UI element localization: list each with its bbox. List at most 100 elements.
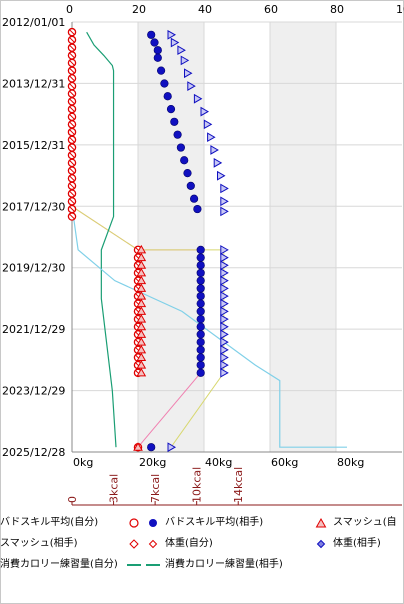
- data-point-triangle-right: [220, 206, 229, 217]
- shaded-band: [270, 22, 336, 452]
- data-point-triangle-right: [207, 132, 216, 143]
- x-tick-label: 0kg: [73, 456, 93, 469]
- data-point-circle: [157, 66, 166, 75]
- data-point-cross-stroke: [69, 182, 75, 189]
- data-point-triangle-right: [220, 283, 229, 294]
- data-point-circle: [153, 46, 162, 55]
- legend-label: 消費カロリー練習量(相手): [165, 559, 283, 570]
- kcal-tick-label: 0: [66, 496, 79, 503]
- data-point-circle: [170, 117, 179, 126]
- y-tick-label: 2015/12/31: [2, 139, 65, 152]
- data-point-triangle-right: [220, 329, 229, 340]
- data-point-triangle-right: [220, 306, 229, 317]
- data-point-circle: [186, 181, 195, 190]
- data-point-circle: [196, 261, 205, 270]
- data-point-triangle-right: [220, 196, 229, 207]
- data-point-circle: [150, 38, 159, 47]
- triangle-marker-icon: [315, 517, 327, 528]
- data-point-cross-stroke: [69, 129, 75, 136]
- x-tick-label: 40kg: [205, 456, 232, 469]
- data-point-circle: [196, 307, 205, 316]
- legend-item-smash-self: スマッシュ(自: [313, 514, 397, 532]
- data-point-triangle: [136, 367, 147, 377]
- data-point-circle: [196, 353, 205, 362]
- data-point-circle: [196, 322, 205, 331]
- x-tick-label: 60kg: [271, 456, 298, 469]
- data-point-triangle-right: [220, 298, 229, 309]
- y-tick-label: 2023/12/29: [2, 385, 65, 398]
- data-point-circle: [196, 253, 205, 262]
- x-top-tick-label: 40: [198, 3, 212, 16]
- data-point-triangle-right: [220, 367, 229, 378]
- data-point-circle: [196, 299, 205, 308]
- y-tick-label: 2012/01/01: [2, 16, 65, 29]
- data-point-triangle-right: [187, 81, 196, 91]
- data-point-triangle-right: [220, 291, 229, 301]
- data-point-cross-stroke: [69, 67, 75, 74]
- legend-row-1: バドスキル平均(自分) バドスキル平均(相手) スマッシュ(自: [0, 514, 404, 532]
- data-point-circle: [196, 368, 205, 377]
- data-point-triangle-right: [167, 442, 177, 453]
- data-point-triangle-right: [220, 183, 229, 194]
- data-point-triangle-right: [220, 268, 229, 278]
- diamond-marker-icon: [148, 539, 158, 549]
- data-point-cross-stroke: [69, 113, 75, 120]
- data-point-triangle-right: [213, 158, 223, 168]
- data-point-circle: [196, 330, 205, 339]
- data-point-triangle-right: [217, 170, 226, 181]
- legend-row-3: 消費カロリー練習量(自分) 消費カロリー練習量(相手): [0, 556, 404, 574]
- data-point-circle: [163, 92, 172, 101]
- data-point-cross-stroke: [69, 190, 75, 197]
- data-point-circle: [196, 338, 205, 347]
- x-top-tick-label: 10: [396, 3, 404, 16]
- y-tick-label: 2025/12/28: [2, 446, 65, 459]
- data-point-triangle-right: [200, 106, 210, 117]
- legend-symbol-circle: [129, 518, 139, 528]
- data-point-cross-stroke: [69, 90, 75, 97]
- legend-label: スマッシュ(自: [333, 517, 397, 528]
- data-point-cross-stroke: [69, 213, 75, 220]
- data-point-cross-stroke: [69, 29, 75, 36]
- data-point-triangle: [133, 442, 143, 451]
- data-point-circle: [196, 268, 205, 278]
- data-point-circle: [176, 143, 185, 152]
- data-point-cross-stroke: [69, 75, 75, 82]
- x-top-tick-label: 20: [132, 3, 146, 16]
- data-point-cross-stroke: [69, 98, 75, 105]
- data-point-circle: [196, 291, 205, 301]
- x-top-tick-label: 0: [66, 3, 73, 16]
- data-point-triangle-right: [220, 275, 229, 286]
- data-point-circle: [147, 30, 156, 39]
- data-point-cross-stroke: [69, 198, 75, 205]
- data-point-cross-stroke: [69, 152, 75, 159]
- data-point-triangle-right: [177, 45, 186, 56]
- data-point-triangle-right: [220, 252, 229, 263]
- legend-item-smash-opponent: スマッシュ(相手): [0, 535, 78, 553]
- legend-label: スマッシュ(相手): [0, 538, 78, 549]
- data-point-circle: [180, 156, 189, 165]
- data-point-circle: [166, 104, 176, 114]
- legend-item-skill-self: バドスキル平均(自分): [0, 514, 98, 532]
- x-tick-label: 80kg: [337, 456, 364, 469]
- x-tick-label: 20kg: [139, 456, 166, 469]
- data-point-triangle-right: [180, 55, 190, 66]
- x-top-tick-label: 80: [330, 3, 344, 16]
- data-point-circle: [147, 443, 156, 452]
- data-point-triangle-right: [203, 119, 213, 130]
- data-point-circle: [196, 345, 205, 354]
- data-point-circle: [160, 79, 169, 88]
- data-point-cross-stroke: [69, 144, 75, 151]
- data-point-triangle-right: [220, 344, 229, 355]
- data-point-triangle-right: [220, 352, 229, 363]
- diamond-marker-icon: [316, 539, 326, 549]
- data-point-circle: [173, 130, 182, 139]
- data-point-triangle-right: [220, 360, 229, 370]
- data-point-cross-stroke: [69, 83, 75, 90]
- data-point-cross-stroke: [69, 175, 75, 182]
- x-top-tick-label: 60: [264, 3, 278, 16]
- data-point-triangle-right: [220, 245, 229, 255]
- shaded-band: [138, 22, 204, 452]
- legend-item-kcal-self: 消費カロリー練習量(自分): [0, 556, 118, 574]
- y-tick-label: 2017/12/30: [2, 200, 65, 213]
